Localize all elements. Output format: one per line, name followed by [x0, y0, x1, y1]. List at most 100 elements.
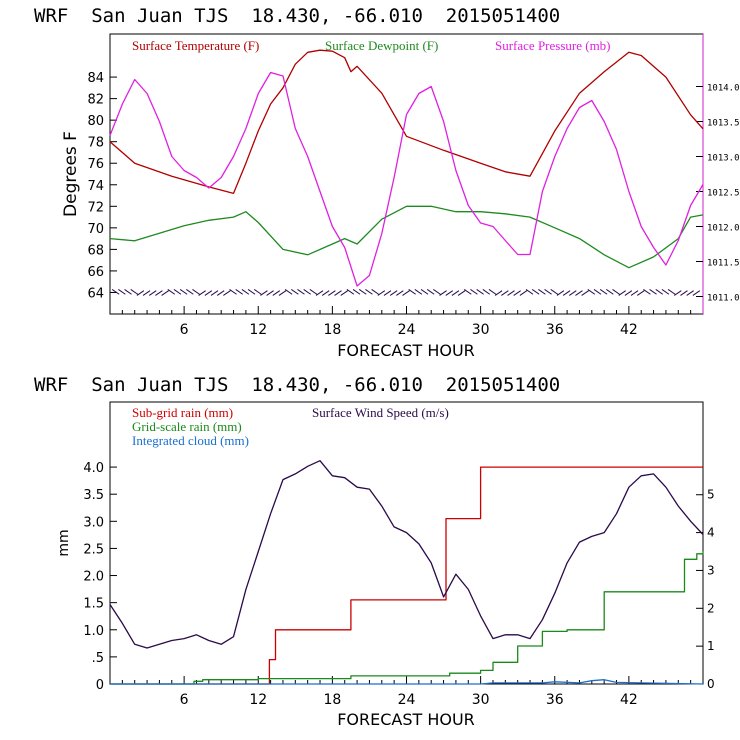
precipitation-panel: WRF San Juan TJS 18.430, -66.010 2015051…: [34, 374, 715, 729]
wind-barb: [414, 289, 423, 295]
y-tick-label: 72: [87, 200, 104, 215]
wind-barb: [643, 289, 651, 295]
wind-barb: [457, 290, 466, 296]
wind-barb: [402, 290, 410, 296]
wind-barb: [630, 290, 639, 296]
wind-barb: [198, 290, 206, 296]
x-axis-label-top: FORECAST HOUR: [337, 341, 475, 360]
wind-barb: [136, 290, 145, 296]
wind-barb: [507, 290, 515, 296]
series-line-surface-wind-speed-m-s: [109, 460, 704, 649]
y2-axis-ticks-top: 1011.0 1011.5 1012.0 1012.5 1013.0 1013.5 1014…: [696, 84, 740, 304]
wind-barb: [636, 290, 645, 296]
y2-tick-label: 1012.5: [707, 189, 740, 199]
wind-barb: [451, 290, 460, 296]
wind-barb: [383, 290, 392, 296]
wind-barb: [216, 290, 225, 296]
y-tick-label: 70: [87, 222, 104, 237]
x-axis-ticks-top: 6 12 18 24 30 36 42: [121, 306, 692, 338]
x-tick-label: 30: [472, 322, 490, 338]
x-axis-label-bottom: FORECAST HOUR: [337, 710, 475, 729]
wind-barb: [470, 289, 478, 295]
wind-barb: [167, 289, 176, 295]
wind-barb: [260, 290, 268, 296]
wind-barb: [599, 289, 608, 295]
y-tick-label: 66: [87, 265, 104, 280]
wind-barb: [581, 290, 589, 296]
wind-barb: [587, 289, 596, 295]
y-axis-label-top: Degrees F: [61, 131, 81, 217]
wind-barb: [494, 290, 503, 296]
wind-barb: [482, 289, 491, 295]
plot-frame-top: [109, 33, 704, 315]
x-tick-label: 42: [620, 692, 638, 708]
wind-barb: [192, 289, 200, 295]
legend-pressure: Surface Pressure (mb): [495, 38, 611, 53]
wind-barb: [445, 290, 454, 296]
wind-barb: [667, 289, 676, 295]
wind-barb: [321, 290, 330, 296]
wind-barb: [334, 290, 342, 296]
wind-barb: [272, 290, 281, 296]
wind-barb: [692, 290, 701, 296]
y2-tick-label: 1011.0: [707, 294, 740, 304]
wind-barb: [562, 290, 571, 296]
wind-barb: [346, 289, 355, 295]
wind-barb: [389, 290, 398, 296]
y-tick-label: 2.5: [83, 542, 104, 557]
wind-barb: [618, 290, 626, 296]
series-line-integrated-cloud-mm: [110, 679, 704, 685]
y-tick-label: 0: [96, 678, 104, 693]
y-tick-label: 84: [87, 71, 104, 86]
x-tick-label: 12: [249, 322, 267, 338]
wind-barb: [297, 289, 305, 295]
wind-barb: [229, 289, 237, 295]
wind-barb: [501, 290, 509, 296]
y2-tick-label: 1014.0: [707, 84, 740, 94]
wind-barb: [358, 289, 367, 295]
wind-barb: [340, 290, 349, 296]
wind-barb: [624, 290, 633, 296]
y-tick-label: 64: [87, 286, 104, 301]
wind-barb: [328, 290, 336, 296]
series-group-top: [109, 49, 704, 287]
wind-barb: [179, 289, 188, 295]
y-tick-label: 1.0: [83, 624, 104, 639]
y2-tick-label: 0: [707, 677, 715, 691]
wind-barb: [204, 290, 213, 296]
wind-barb: [519, 290, 528, 296]
y2-tick-label: 1013.5: [707, 119, 740, 129]
wind-barb: [186, 289, 194, 295]
y-tick-label: .5: [92, 651, 104, 666]
wind-barb: [649, 289, 657, 295]
chart-title-top: WRF San Juan TJS 18.430, -66.010 2015051…: [34, 5, 560, 27]
wind-barb: [247, 289, 256, 295]
wind-barb: [253, 289, 262, 295]
x-tick-label: 30: [472, 692, 490, 708]
wind-barb: [278, 290, 287, 296]
wind-barb: [371, 289, 379, 295]
y-tick-label: 76: [87, 157, 104, 172]
wind-barb: [463, 289, 472, 295]
legend-temperature: Surface Temperature (F): [132, 38, 259, 53]
legend-bottom: Sub-grid rain (mm) Surface Wind Speed (m…: [132, 405, 449, 448]
y2-tick-label: 3: [707, 563, 715, 577]
wind-barb: [433, 289, 441, 295]
y2-tick-label: 2: [707, 601, 715, 615]
x-tick-label: 24: [398, 322, 416, 338]
y-tick-label: 80: [87, 114, 104, 129]
wind-barb: [365, 289, 373, 295]
x-axis-ticks-bottom: 6 12 18 24 30 36 42: [121, 676, 692, 708]
wind-barb: [303, 289, 311, 295]
series-line-sub-grid-rain-mm: [110, 466, 703, 685]
wind-barb: [173, 289, 182, 295]
series-line-surface-temperature-f: [109, 49, 704, 195]
y2-tick-label: 1013.0: [707, 154, 740, 164]
wind-barb: [612, 289, 620, 295]
x-tick-label: 24: [398, 692, 416, 708]
wind-barb: [538, 289, 546, 295]
wind-barb: [426, 289, 435, 295]
series-group-bottom: [109, 460, 704, 685]
wind-barb: [568, 290, 577, 296]
y2-tick-label: 1: [707, 639, 715, 653]
